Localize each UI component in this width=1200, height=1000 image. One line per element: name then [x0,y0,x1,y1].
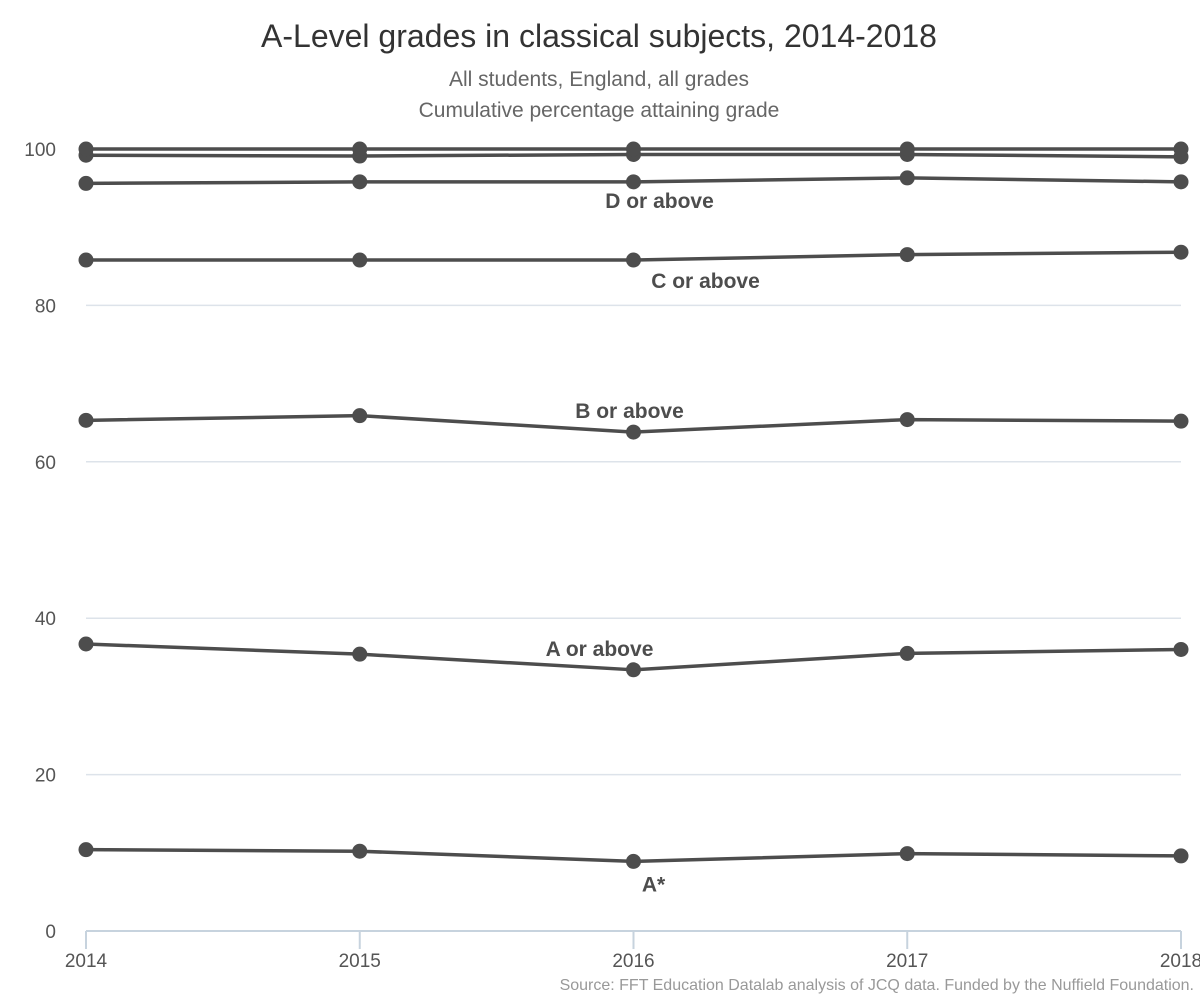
x-tick-label: 2017 [886,951,928,972]
data-point [78,412,94,428]
data-point [626,174,641,190]
data-point [626,252,641,268]
data-point [1173,141,1189,157]
data-point [352,408,368,424]
data-point [626,424,641,440]
series-label: B or above [575,400,684,423]
x-tick-label: 2015 [339,951,381,972]
chart-title: A-Level grades in classical subjects, 20… [261,18,937,54]
data-point [352,174,368,190]
data-point [1173,413,1189,429]
data-point [899,412,915,428]
series-4 [78,170,1189,191]
series-label: A or above [546,638,654,661]
series-lines [78,141,1189,869]
data-point [1173,244,1189,260]
series-label: C or above [651,270,760,293]
series-6 [78,141,1189,157]
data-point [78,141,94,157]
y-tick-label: 40 [35,609,56,630]
series-label: A* [642,873,666,896]
y-tick-label: 60 [35,453,56,474]
data-point [1173,848,1189,864]
x-tick-label: 2018 [1160,951,1200,972]
data-point [899,247,915,263]
x-axis: 2014 2015 2016 2017 2018 [65,930,1200,972]
series-2 [78,408,1189,440]
data-point [899,170,915,186]
x-tick-label: 2014 [65,951,108,972]
data-point [1173,641,1189,657]
chart-source-note: Source: FFT Education Datalab analysis o… [560,977,1194,994]
gridlines [86,148,1181,776]
data-point [899,645,915,661]
data-point [626,853,641,869]
data-point [78,842,94,858]
data-point [352,141,368,157]
data-point [899,141,915,157]
data-point [1173,174,1189,190]
y-tick-label: 20 [35,766,56,787]
y-axis: 0 20 40 60 80 100 [24,140,56,943]
data-point [78,175,94,191]
data-point [78,252,94,268]
y-tick-label: 0 [45,922,56,943]
series-0 [78,842,1189,869]
y-tick-label: 100 [24,140,56,161]
series-1 [78,636,1189,678]
series-label: D or above [605,190,714,213]
data-point [352,646,368,662]
chart-subtitle-line-2: Cumulative percentage attaining grade [419,99,780,122]
series-labels: A* A or above B or above C or above D or abo… [546,190,760,897]
data-point [78,636,94,652]
data-point [352,843,368,859]
series-3 [78,244,1189,268]
x-tick-label: 2016 [612,951,654,972]
chart-subtitle-line-1: All students, England, all grades [449,68,749,91]
y-tick-label: 80 [35,296,56,317]
data-point [626,662,641,678]
data-point [352,252,368,268]
data-point [626,141,641,157]
data-point [899,846,915,862]
